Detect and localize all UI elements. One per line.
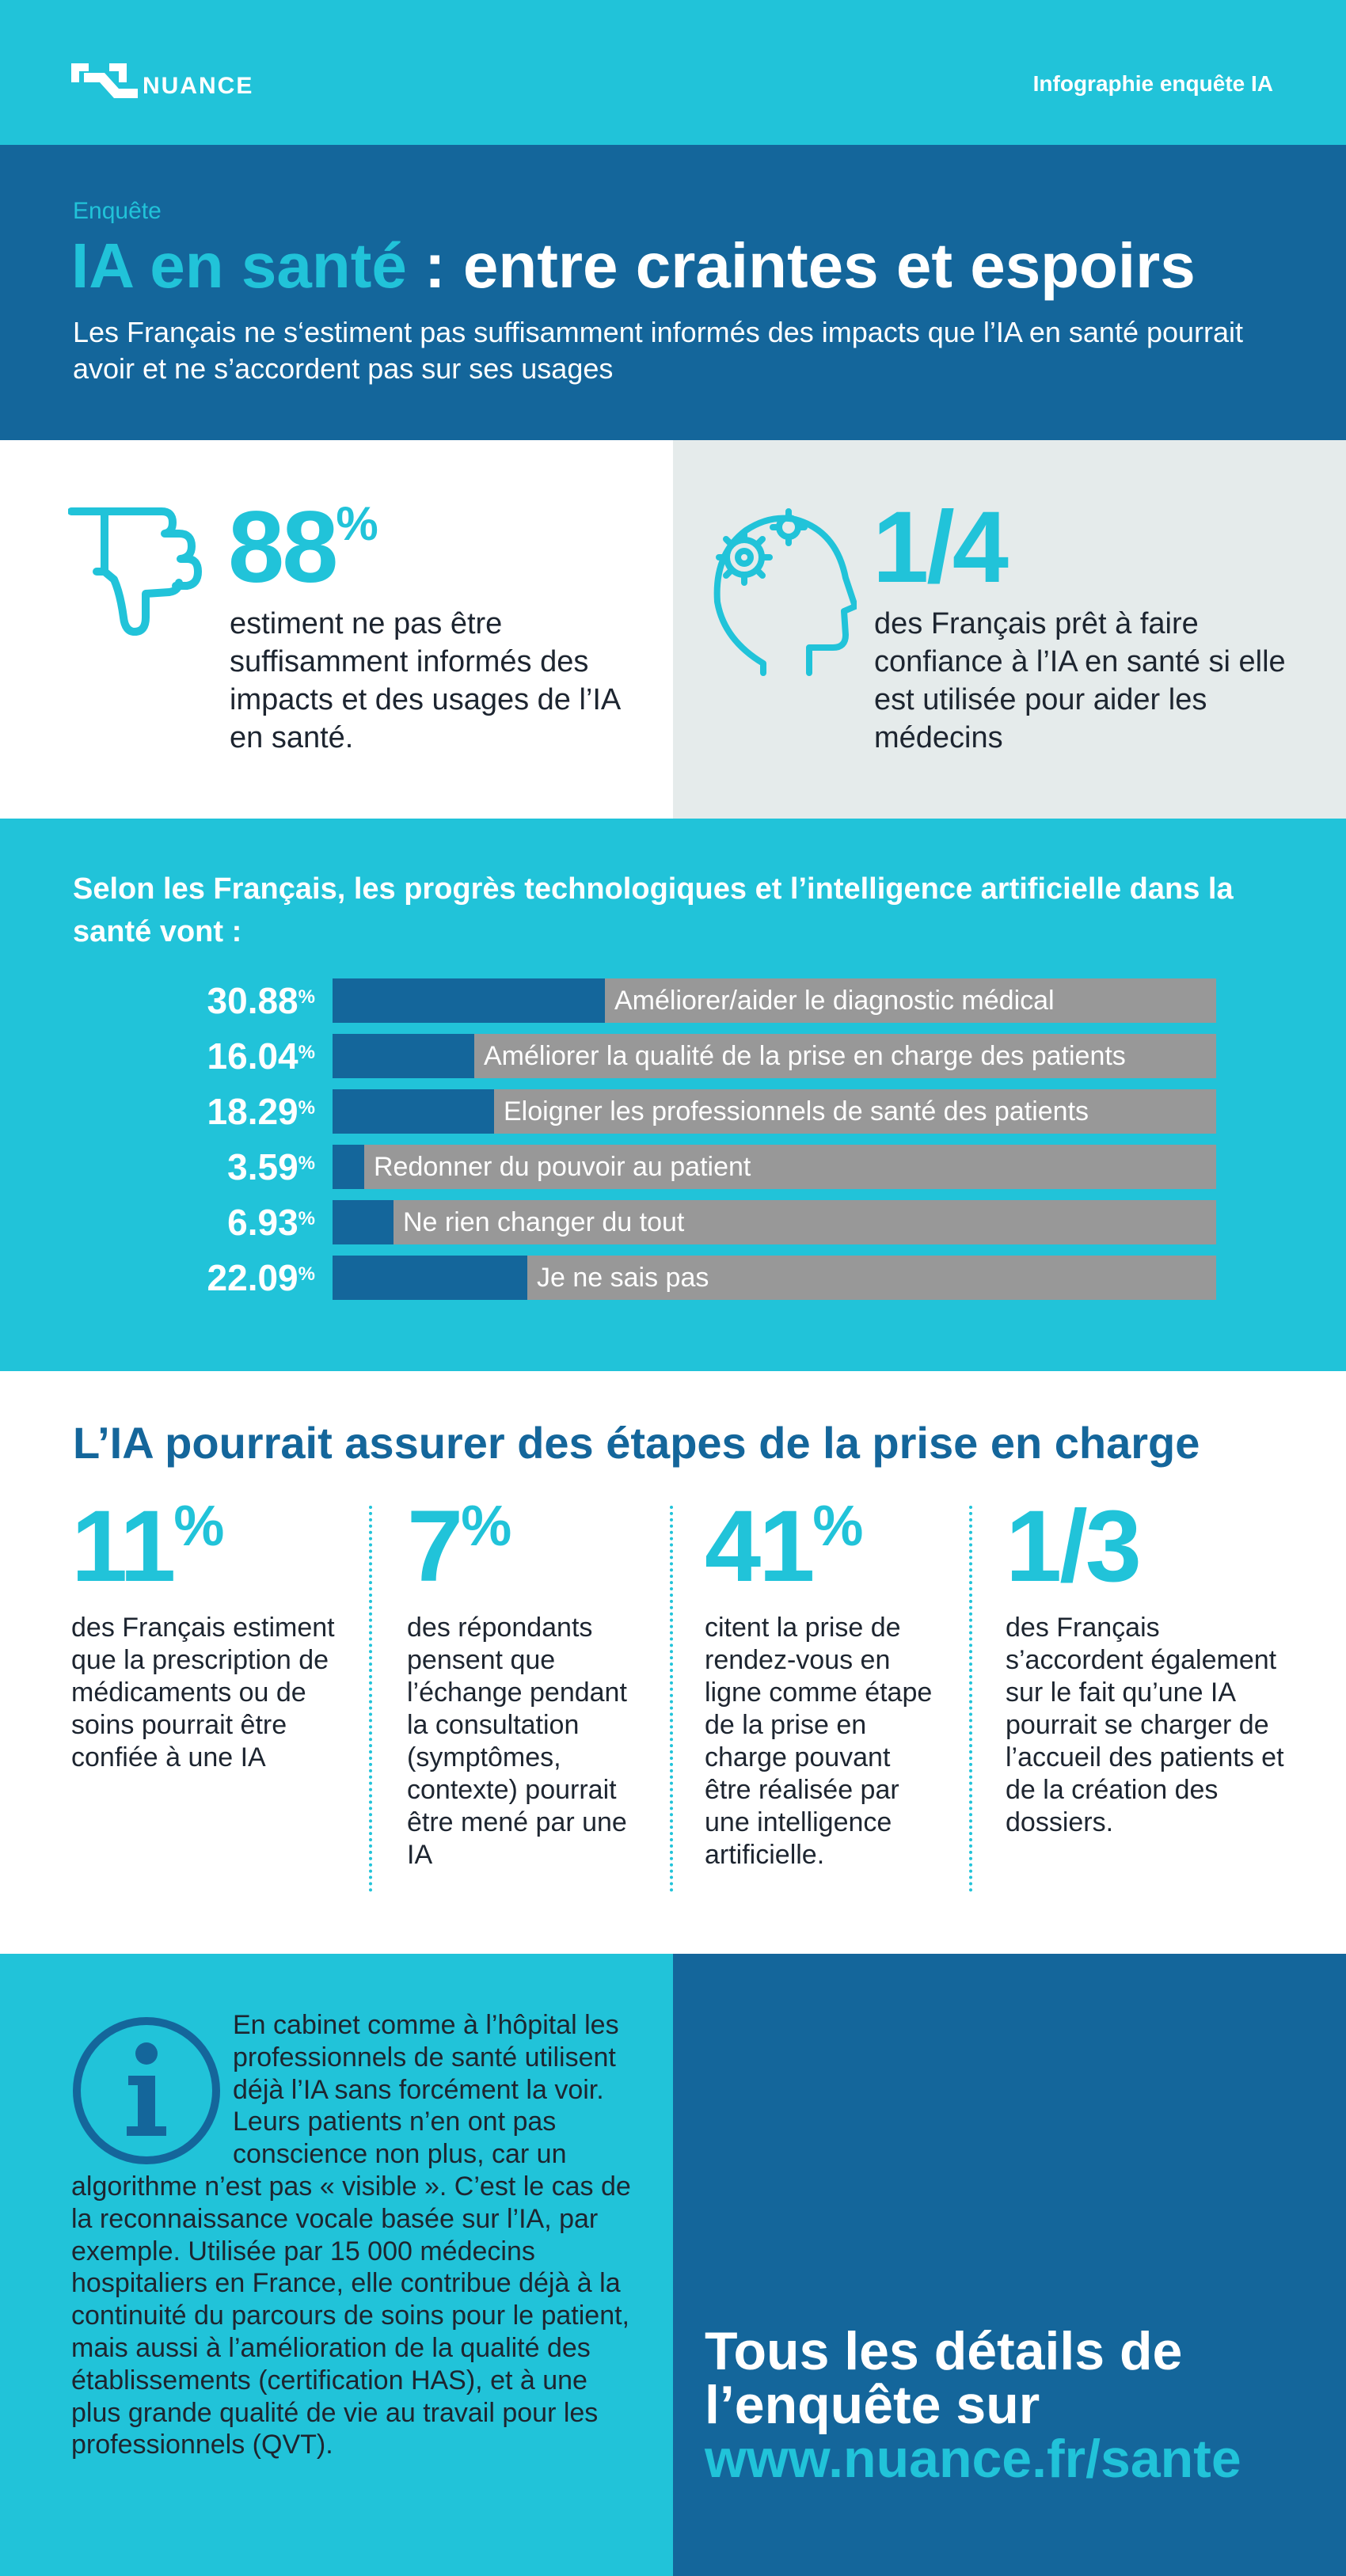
cta-panel — [673, 1954, 1346, 2576]
progress-bar-row: 22.09% Je ne sais pas — [0, 1256, 1346, 1300]
info-icon — [73, 2017, 220, 2164]
step-divider — [969, 1506, 972, 1892]
progress-bar-fill — [333, 1256, 527, 1300]
step-text: citent la prise de rendez-vous en ligne … — [705, 1613, 933, 1870]
progress-bar-row: 30.88% Améliorer/aider le diagnostic médi… — [0, 978, 1346, 1023]
step-divider — [670, 1506, 673, 1892]
progress-bar-label: Redonner du pouvoir au patient — [374, 1152, 751, 1182]
progress-bar-fill — [333, 1145, 364, 1189]
stat-quarter-value: 1/4 — [873, 491, 1009, 604]
progress-bar-label: Améliorer la qualité de la prise en char… — [484, 1041, 1126, 1071]
step-text: des Français s’accordent également sur l… — [1006, 1613, 1284, 1837]
progress-bar-track: Ne rien changer du tout — [333, 1200, 1216, 1244]
stat-88-text: estiment ne pas être suffisamment inform… — [230, 607, 620, 754]
progress-bar-label: Je ne sais pas — [537, 1263, 709, 1293]
page-title: IA en santé : entre craintes et espoirs — [71, 230, 1196, 302]
info-text: En cabinet comme à l’hôpital les profess… — [71, 2010, 631, 2460]
step-divider — [369, 1506, 372, 1892]
header-label: Infographie enquête IA — [1032, 71, 1273, 96]
stat-88-value: 88% — [228, 491, 378, 604]
progress-bar-row: 18.29% Eloigner les professionnels de san… — [0, 1089, 1346, 1134]
stat-panel-right — [673, 440, 1346, 819]
info-panel — [0, 1954, 673, 2576]
progress-bar-row: 16.04% Améliorer la qualité de la prise e… — [0, 1034, 1346, 1078]
title-band — [0, 145, 1346, 440]
step-item: 1/3 des Français s’accordent également s… — [1006, 1496, 1291, 1839]
progress-bar-track: Redonner du pouvoir au patient — [333, 1145, 1216, 1189]
cta-text: Tous les détails de l’enquête sur — [705, 2321, 1183, 2435]
step-value: 41% — [705, 1490, 864, 1603]
thumbs-down-icon — [68, 507, 202, 636]
progress-bar-label: Eloigner les professionnels de santé des… — [504, 1096, 1089, 1127]
progress-bar-track: Je ne sais pas — [333, 1256, 1216, 1300]
progress-bar-fill — [333, 1200, 394, 1244]
steps-title: L’IA pourrait assurer des étapes de la p… — [73, 1418, 1200, 1468]
step-item: 7% des répondants pensent que l’échange … — [407, 1496, 652, 1871]
step-value: 1/3 — [1006, 1490, 1142, 1603]
cta-block: Tous les détails de l’enquête sur www.nu… — [705, 2324, 1322, 2486]
progress-bar-row: 6.93% Ne rien changer du tout — [0, 1200, 1346, 1244]
progress-bar-label: Ne rien changer du tout — [403, 1207, 685, 1237]
progress-bar-value: 22.09% — [207, 1257, 315, 1298]
progress-bar-fill — [333, 1034, 474, 1078]
header: NUANCE Infographie enquête IA — [0, 0, 1346, 145]
progress-bar-label: Améliorer/aider le diagnostic médical — [614, 986, 1055, 1016]
progress-bar-value: 30.88% — [207, 980, 315, 1021]
progress-bar-value: 18.29% — [207, 1091, 315, 1132]
title-rest: : entre craintes et espoirs — [406, 230, 1196, 301]
progress-bar-row: 3.59% Redonner du pouvoir au patient — [0, 1145, 1346, 1189]
progress-bar-track: Améliorer la qualité de la prise en char… — [333, 1034, 1216, 1078]
step-text: des Français estiment que la prescriptio… — [71, 1613, 335, 1772]
brand-name: NUANCE — [143, 73, 254, 99]
progress-bar-value: 6.93% — [227, 1202, 315, 1243]
step-value: 11% — [71, 1490, 225, 1603]
progress-bar-value: 3.59% — [227, 1146, 315, 1187]
progress-bar-track: Améliorer/aider le diagnostic médical — [333, 978, 1216, 1023]
info-text-block: En cabinet comme à l’hôpital les profess… — [71, 2009, 641, 2461]
cta-url-link[interactable]: www.nuance.fr/sante — [705, 2429, 1241, 2489]
progress-bar-fill — [333, 978, 605, 1023]
step-item: 41% citent la prise de rendez-vous en li… — [705, 1496, 942, 1871]
nuance-logo-icon — [71, 63, 138, 98]
progress-title: Selon les Français, les progrès technolo… — [73, 872, 1234, 948]
step-value: 7% — [407, 1490, 512, 1603]
nuance-logo[interactable]: NUANCE — [70, 59, 253, 103]
step-item: 11% des Français estiment que la prescri… — [71, 1496, 340, 1774]
title-kicker: Enquête — [73, 198, 162, 224]
step-text: des répondants pensent que l’échange pen… — [407, 1613, 627, 1870]
stat-quarter-text: des Français prêt à faire confiance à l’… — [874, 607, 1286, 754]
progress-bar-track: Eloigner les professionnels de santé des… — [333, 1089, 1216, 1134]
stat-panel-left — [0, 440, 673, 819]
head-gears-icon — [713, 508, 857, 676]
page-subtitle: Les Français ne s‘estiment pas suffisamm… — [73, 316, 1244, 385]
progress-bar-fill — [333, 1089, 494, 1134]
title-accent: IA en santé — [71, 230, 407, 301]
progress-bar-value: 16.04% — [207, 1035, 315, 1077]
